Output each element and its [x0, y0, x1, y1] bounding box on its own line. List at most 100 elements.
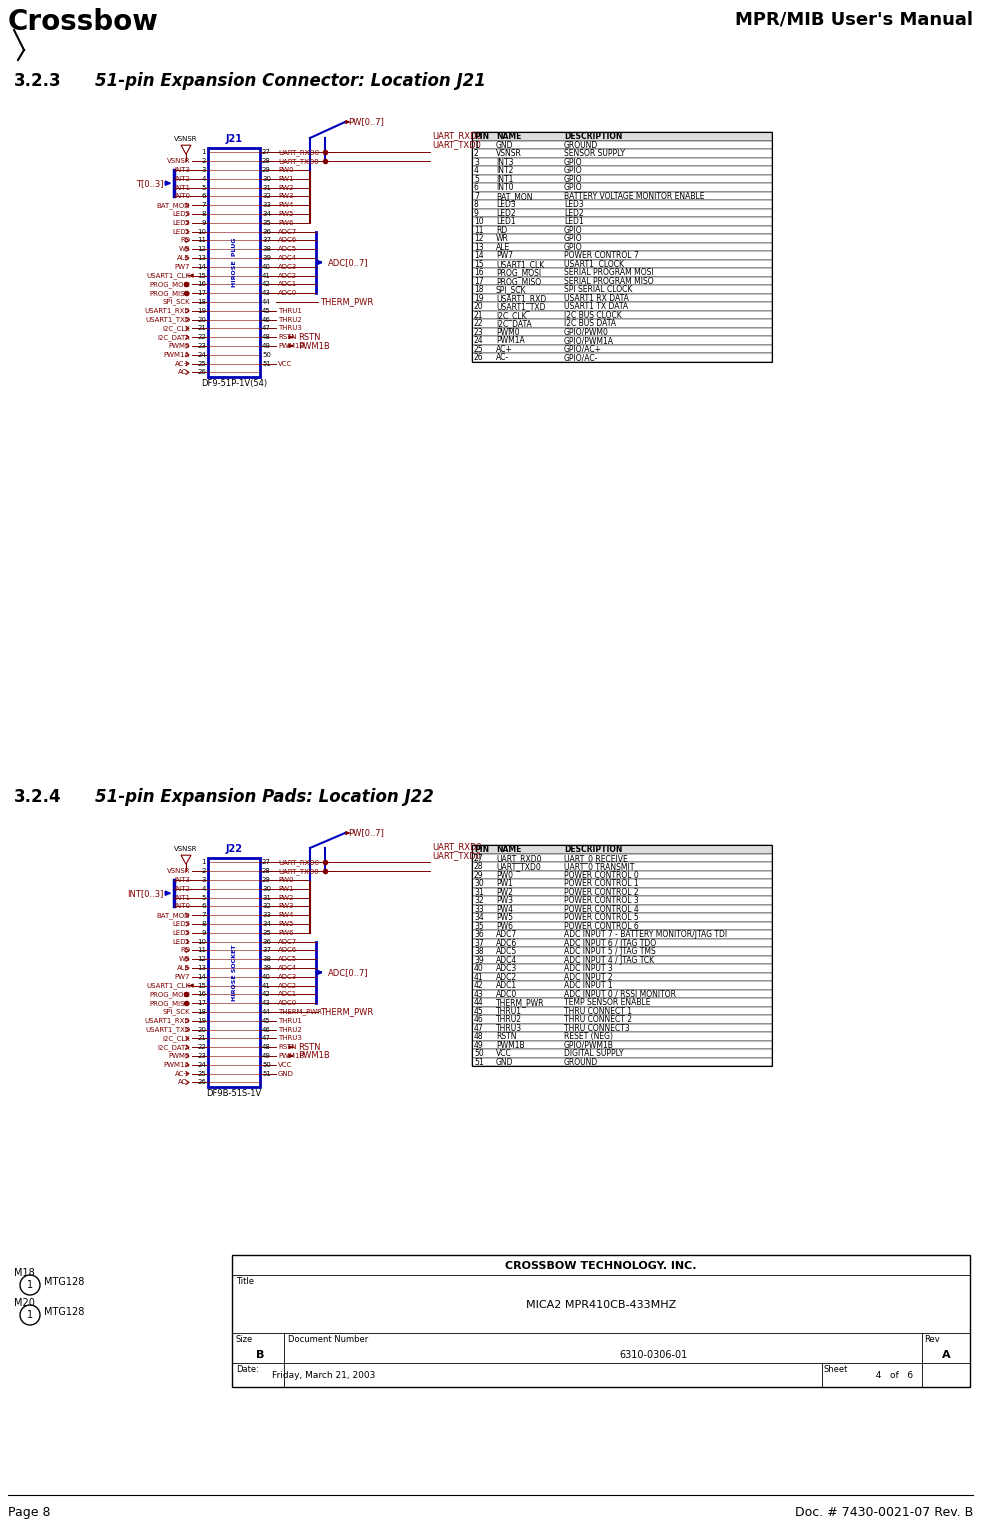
Text: POWER CONTROL 3: POWER CONTROL 3	[564, 896, 639, 905]
Text: INT2: INT2	[496, 166, 513, 175]
Text: 45: 45	[474, 1007, 484, 1016]
Text: 10: 10	[197, 938, 206, 944]
Text: VCC: VCC	[278, 361, 292, 367]
Bar	[472, 225, 772, 235]
Text: PW4: PW4	[496, 905, 513, 914]
Text: 38: 38	[262, 956, 271, 963]
Text: ADC5: ADC5	[278, 956, 297, 963]
Text: 2: 2	[202, 868, 206, 874]
Text: BAT_MON: BAT_MON	[157, 912, 190, 918]
Text: I2C_CLK: I2C_CLK	[162, 1036, 190, 1042]
Text: CROSSBOW TECHNOLOGY. INC.: CROSSBOW TECHNOLOGY. INC.	[505, 1261, 697, 1272]
Text: INT0: INT0	[174, 193, 190, 200]
Text: THRU3: THRU3	[278, 1036, 302, 1042]
Bar	[472, 242, 772, 251]
Text: USART1_CLK: USART1_CLK	[496, 260, 544, 268]
Text: NAME: NAME	[496, 845, 521, 854]
Text: INT2: INT2	[174, 175, 190, 181]
Text: Page 8: Page 8	[8, 1506, 50, 1518]
Text: RD: RD	[180, 238, 190, 244]
Text: 13: 13	[197, 966, 206, 972]
Text: Friday, March 21, 2003: Friday, March 21, 2003	[272, 1372, 376, 1380]
Text: 15: 15	[474, 260, 484, 268]
Bar	[472, 302, 772, 311]
Text: 17: 17	[197, 1001, 206, 1007]
Text: AC-: AC-	[179, 1080, 190, 1086]
Text: PROG_MOSI: PROG_MOSI	[496, 268, 542, 277]
Text: ADC[0..7]: ADC[0..7]	[328, 257, 369, 267]
Text: ADC INPUT 7 - BATTERY MONITOR/JTAG TDI: ADC INPUT 7 - BATTERY MONITOR/JTAG TDI	[564, 931, 727, 940]
Text: PW1: PW1	[496, 879, 513, 888]
Text: PWM1B: PWM1B	[278, 343, 304, 349]
Bar	[472, 200, 772, 209]
Text: UART_TXD0: UART_TXD0	[432, 851, 481, 860]
Text: ADC INPUT 1: ADC INPUT 1	[564, 981, 612, 990]
Text: 29: 29	[262, 877, 271, 883]
Text: ADC INPUT 4 / JTAG TCK: ADC INPUT 4 / JTAG TCK	[564, 956, 654, 964]
Bar	[472, 896, 772, 905]
Text: 26: 26	[197, 1080, 206, 1086]
Bar	[208, 857, 260, 1087]
Text: 6310-0306-01: 6310-0306-01	[620, 1349, 688, 1360]
Text: ADC0: ADC0	[278, 291, 297, 295]
Text: PW6: PW6	[278, 931, 293, 935]
Text: USART1 TX DATA: USART1 TX DATA	[564, 302, 628, 311]
Text: INT2: INT2	[174, 886, 190, 892]
Text: SENSOR SUPPLY: SENSOR SUPPLY	[564, 149, 625, 158]
Text: VSNSR: VSNSR	[496, 149, 522, 158]
Bar	[472, 337, 772, 344]
Text: 41: 41	[262, 982, 271, 988]
Text: 23: 23	[197, 343, 206, 349]
Text: 36: 36	[474, 931, 484, 940]
Bar	[472, 235, 772, 242]
Text: 21: 21	[474, 311, 484, 320]
Text: UART_RXD0: UART_RXD0	[432, 842, 482, 851]
Text: PW2: PW2	[278, 894, 293, 900]
Bar	[472, 259, 772, 268]
Text: 47: 47	[262, 326, 271, 332]
Text: 14: 14	[197, 263, 206, 270]
Text: ADC6: ADC6	[278, 947, 297, 953]
Text: 34: 34	[262, 212, 271, 216]
Text: 18: 18	[197, 299, 206, 305]
Text: 33: 33	[262, 912, 271, 918]
Text: VCC: VCC	[278, 1062, 292, 1068]
Bar	[472, 990, 772, 998]
Text: 22: 22	[197, 334, 206, 340]
Text: AC+: AC+	[496, 344, 513, 353]
Text: GPIO/AC+: GPIO/AC+	[564, 344, 602, 353]
Text: 51-pin Expansion Connector: Location J21: 51-pin Expansion Connector: Location J21	[95, 72, 486, 90]
Text: LED3: LED3	[172, 212, 190, 216]
Text: USART1_RXD: USART1_RXD	[496, 294, 546, 303]
Text: 18: 18	[474, 285, 484, 294]
Text: 6: 6	[474, 183, 479, 192]
Text: UART_TXD0: UART_TXD0	[432, 140, 481, 149]
Text: PIN: PIN	[474, 133, 490, 142]
Text: GPIO: GPIO	[564, 158, 583, 166]
Text: THERM_PWR: THERM_PWR	[320, 297, 373, 306]
Text: 7: 7	[474, 192, 479, 201]
Text: PW3: PW3	[496, 896, 513, 905]
Text: UART_TXD0: UART_TXD0	[278, 158, 319, 164]
Text: ADC2: ADC2	[496, 973, 517, 982]
Text: B: B	[256, 1349, 264, 1360]
Text: 16: 16	[197, 991, 206, 998]
Text: INT0: INT0	[496, 183, 513, 192]
Text: 8: 8	[201, 921, 206, 928]
Text: 30: 30	[262, 175, 271, 181]
Text: 44: 44	[262, 1010, 271, 1014]
Text: PW7: PW7	[496, 251, 513, 260]
Text: USART1 RX DATA: USART1 RX DATA	[564, 294, 629, 303]
Text: INT0: INT0	[174, 903, 190, 909]
Text: I2C BUS DATA: I2C BUS DATA	[564, 320, 616, 329]
Text: Date:: Date:	[236, 1365, 259, 1374]
Text: 50: 50	[474, 1049, 484, 1058]
Text: Size: Size	[236, 1334, 253, 1343]
Text: 8: 8	[474, 200, 479, 209]
Text: LED2: LED2	[172, 931, 190, 935]
Text: 45: 45	[262, 308, 271, 314]
Text: RSTN: RSTN	[496, 1033, 517, 1042]
Text: 5: 5	[202, 184, 206, 190]
Text: 28: 28	[474, 862, 484, 871]
Text: AC+: AC+	[175, 361, 190, 367]
